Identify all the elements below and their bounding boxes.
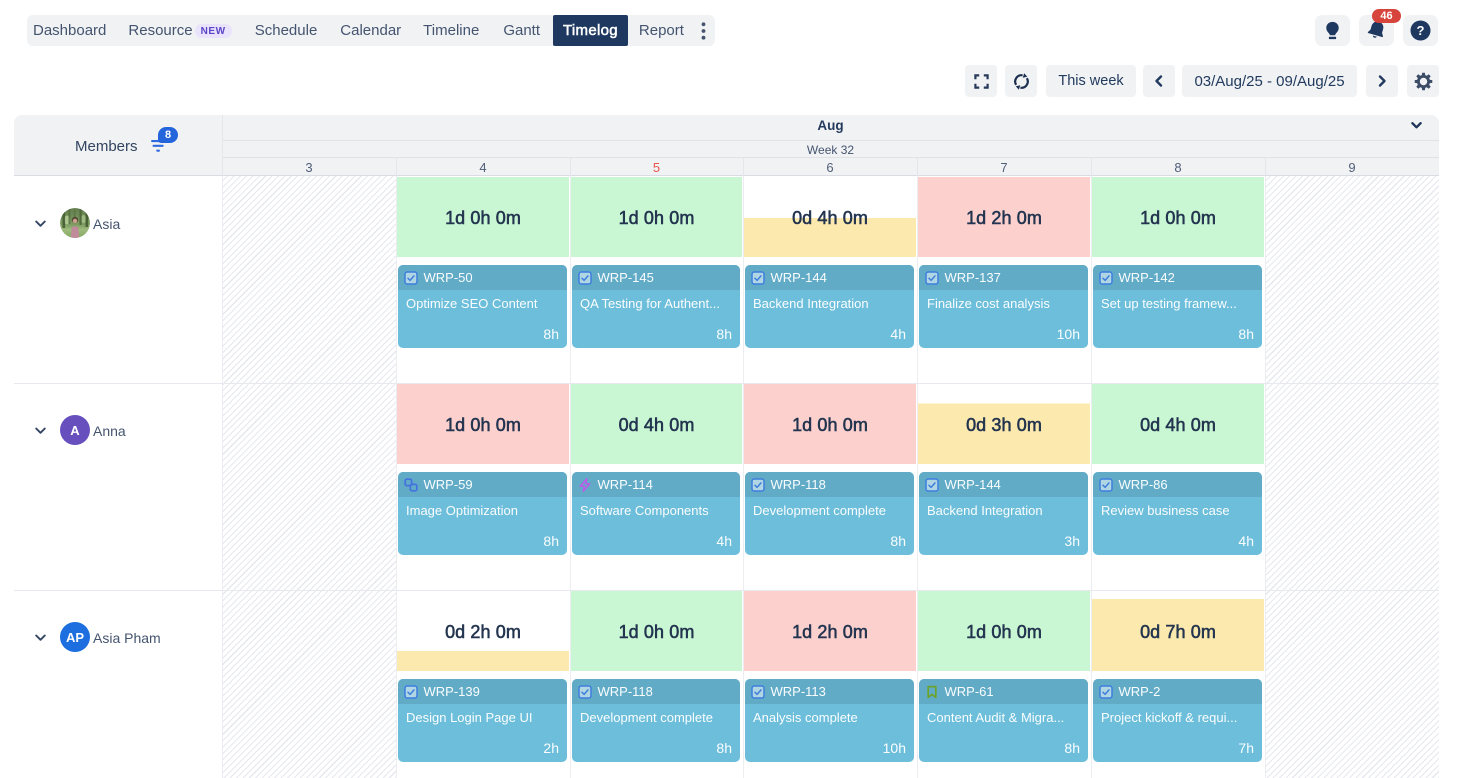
svg-text:?: ? (1417, 23, 1425, 38)
